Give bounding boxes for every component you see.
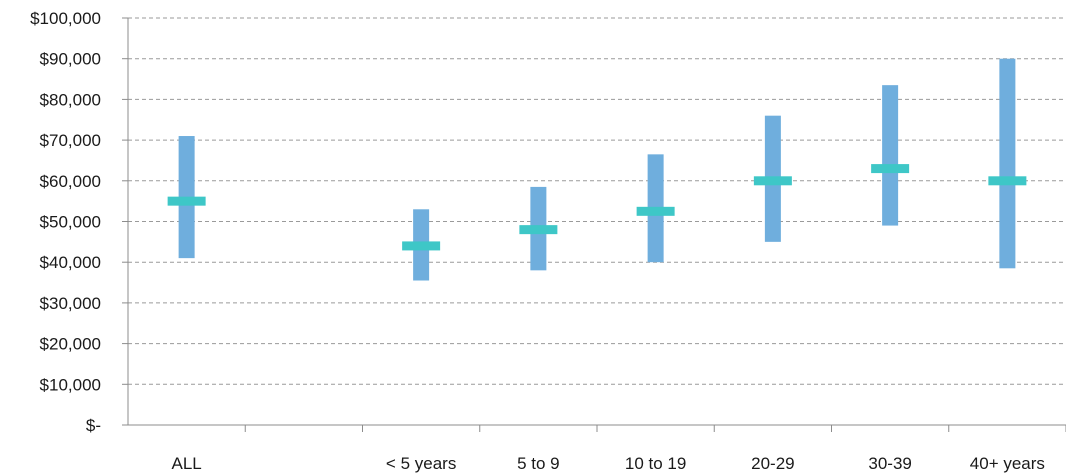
y-tick-label: $80,000 [40,90,101,109]
x-category-label: 20-29 [751,454,794,473]
x-category-label: < 5 years [386,454,456,473]
x-category-label: 10 to 19 [625,454,686,473]
gridlines [128,18,1066,384]
y-tick-label: $100,000 [30,9,101,28]
midpoint-marker [871,164,909,173]
x-category-label: 5 to 9 [517,454,560,473]
range-bar [999,59,1015,269]
y-tick-label: $20,000 [40,335,101,354]
y-tick-label: $90,000 [40,50,101,69]
midpoint-marker [519,225,557,234]
axes [122,18,1066,432]
y-tick-label: $10,000 [40,375,101,394]
y-tick-label: $50,000 [40,213,101,232]
midpoint-marker [637,207,675,216]
y-tick-label: $40,000 [40,253,101,272]
y-tick-label: $30,000 [40,294,101,313]
midpoint-marker [402,241,440,250]
x-category-label: ALL [172,454,202,473]
midpoint-marker [168,197,206,206]
y-tick-label: $70,000 [40,131,101,150]
x-category-label: 30-39 [868,454,911,473]
y-tick-label: $- [86,416,101,435]
midpoint-marker [988,176,1026,185]
midpoint-marker [754,176,792,185]
y-tick-label: $60,000 [40,172,101,191]
x-category-label: 40+ years [970,454,1045,473]
range-bar [882,85,898,225]
